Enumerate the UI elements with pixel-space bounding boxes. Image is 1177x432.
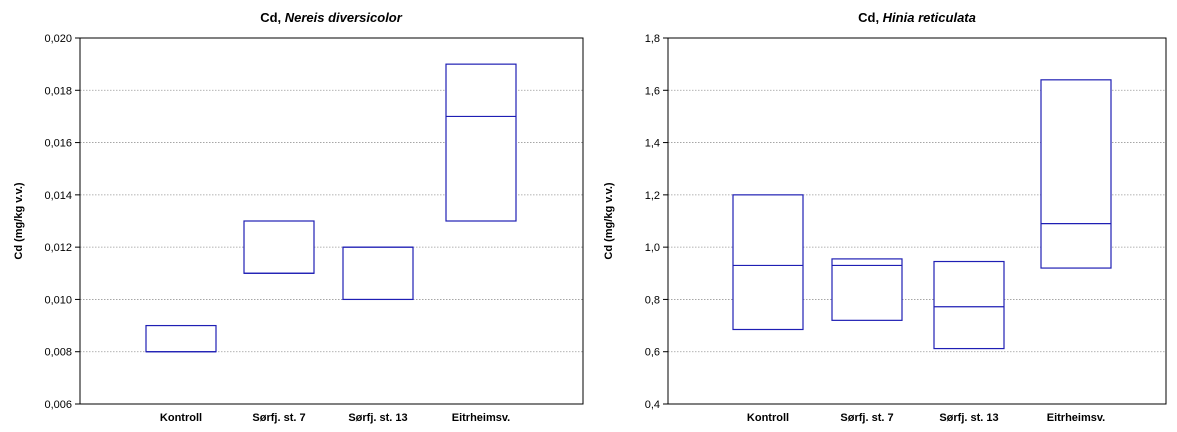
chart-title: Cd, Hinia reticulata <box>858 10 976 25</box>
chart-title-species: Nereis diversicolor <box>285 10 403 25</box>
chart-panel-hinia: 0,4 0,6 0,8 1,0 1,2 1,4 1,6 1,8 Cd, Hinia reticu… <box>603 10 1167 424</box>
x-category-label: Sørfj. st. 7 <box>840 412 893 424</box>
plot-frame <box>79 37 584 405</box>
y-axis-label: Cd (mg/kg v.v.) <box>13 182 25 260</box>
box-2 <box>243 220 315 274</box>
box-4 <box>445 63 517 222</box>
plot-frame <box>667 37 1167 405</box>
y-tick-label: 1,8 <box>645 33 660 45</box>
y-tick-label: 1,0 <box>645 242 660 254</box>
y-tick-label: 0,6 <box>645 347 660 359</box>
x-category-label: Kontroll <box>160 412 202 424</box>
box-4 <box>1040 79 1112 269</box>
x-category-label: Eitrheimsv. <box>452 412 511 424</box>
y-tick-label: 0,016 <box>44 138 72 150</box>
chart-title-prefix: Cd, <box>260 10 285 25</box>
box-1 <box>145 324 217 353</box>
y-tick-label: 0,018 <box>44 85 72 97</box>
box-3 <box>342 246 414 301</box>
y-tick-label: 0,014 <box>44 190 72 202</box>
y-tick-label: 0,020 <box>44 33 72 45</box>
x-category-label: Eitrheimsv. <box>1047 412 1106 424</box>
y-tick-label: 0,008 <box>44 347 72 359</box>
box-3 <box>933 260 1005 350</box>
x-category-label: Sørfj. st. 13 <box>939 412 998 424</box>
y-axis-label: Cd (mg/kg v.v.) <box>603 182 615 260</box>
y-tick-label: 1,4 <box>645 138 660 150</box>
y-tick-label: 1,6 <box>645 85 660 97</box>
chart-panel-nereis: 0,006 0,008 0,010 0,012 0,014 0,016 0,018 0,020… <box>13 10 584 424</box>
chart-title-species: Hinia reticulata <box>883 10 976 25</box>
chart-title: Cd, Nereis diversicolor <box>260 10 403 25</box>
y-tick-label: 0,8 <box>645 294 660 306</box>
x-category-label: Sørfj. st. 13 <box>348 412 407 424</box>
chart-title-prefix: Cd, <box>858 10 883 25</box>
x-category-label: Sørfj. st. 7 <box>252 412 305 424</box>
y-tick-label: 1,2 <box>645 190 660 202</box>
y-tick-label: 0,4 <box>645 399 660 411</box>
x-category-label: Kontroll <box>747 412 789 424</box>
box-1 <box>732 194 804 331</box>
y-tick-label: 0,012 <box>44 242 72 254</box>
box-2 <box>831 258 903 321</box>
y-tick-label: 0,006 <box>44 399 72 411</box>
y-tick-label: 0,010 <box>44 294 72 306</box>
